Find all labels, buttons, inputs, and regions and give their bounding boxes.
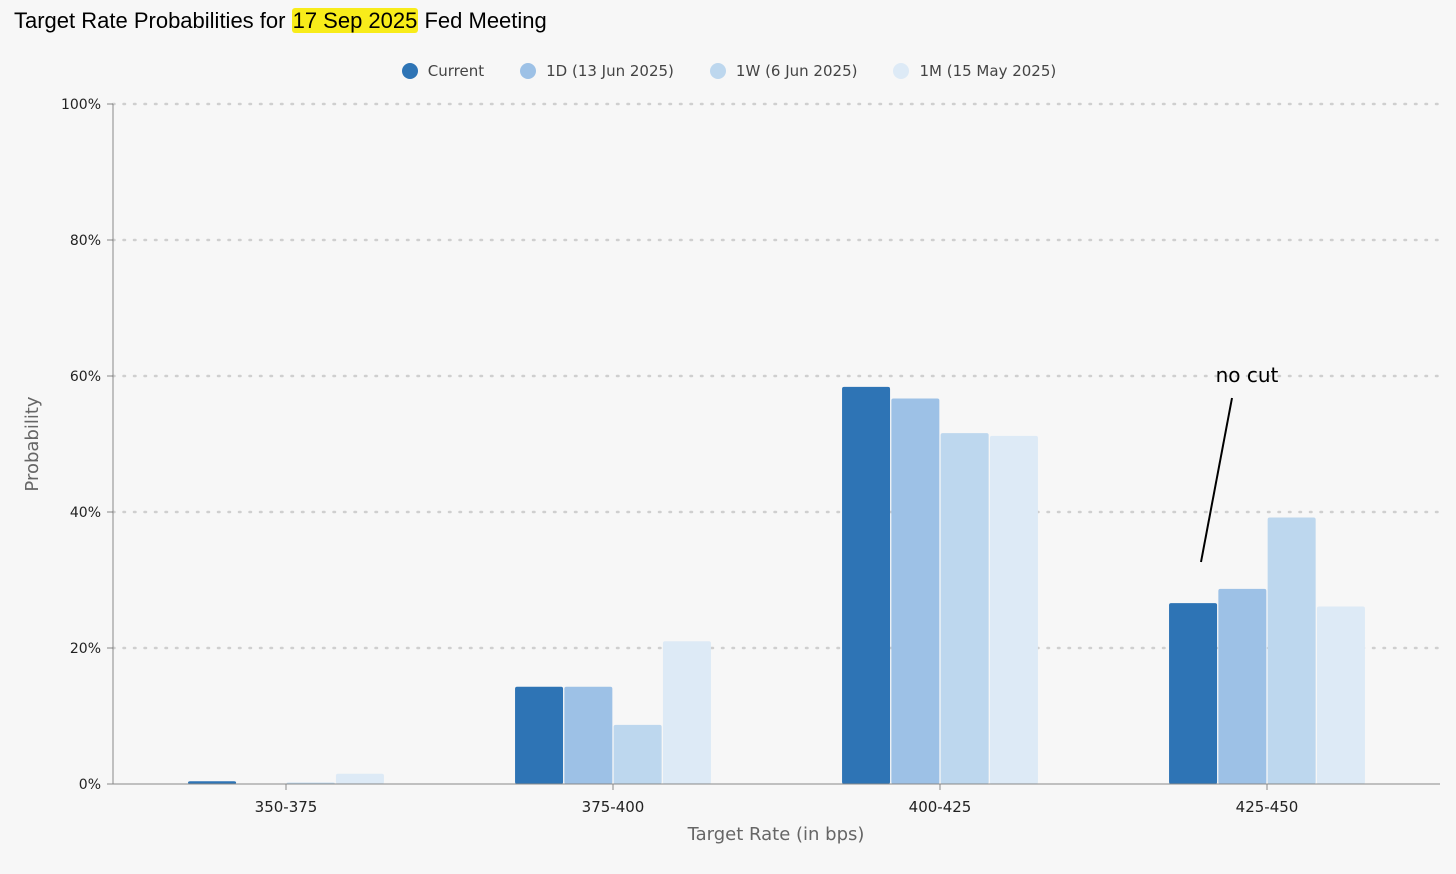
bar-350-375-series-3[interactable] xyxy=(335,773,384,784)
x-axis-title: Target Rate (in bps) xyxy=(687,824,865,845)
legend-item-3[interactable]: 1M (15 May 2025) xyxy=(893,62,1056,80)
bar-375-400-series-2[interactable] xyxy=(613,724,662,784)
annotation-group: no cut xyxy=(1200,363,1279,563)
legend-item-0[interactable]: Current xyxy=(401,62,485,80)
y-tick-label-60: 60% xyxy=(70,369,101,385)
bar-375-400-series-1[interactable] xyxy=(564,686,613,784)
bar-425-450-series-3[interactable] xyxy=(1316,606,1365,784)
legend-swatch-0 xyxy=(401,63,418,79)
legend-swatch-3 xyxy=(893,63,910,79)
x-tick-label-400-425: 400-425 xyxy=(909,798,972,816)
legend-label-0: Current xyxy=(427,62,485,80)
title-highlight: 17 Sep 2025 xyxy=(291,8,419,33)
gridlines xyxy=(111,102,1442,650)
y-axis-ticks: 0% 20% 40% 60% 80% 100% xyxy=(61,97,113,793)
title-suffix: Fed Meeting xyxy=(418,8,547,33)
chart-title: Target Rate Probabilities for 17 Sep 202… xyxy=(14,8,547,34)
y-tick-label-0: 0% xyxy=(79,777,101,793)
bar-350-375-series-0[interactable] xyxy=(188,781,237,784)
x-axis-ticks: 350-375 375-400 400-425 425-450 xyxy=(255,784,1299,816)
y-tick-label-40: 40% xyxy=(70,505,101,521)
annotation-no-cut: no cut xyxy=(1216,363,1279,387)
bar-400-425-series-1[interactable] xyxy=(891,398,940,784)
bar-425-450-series-2[interactable] xyxy=(1267,517,1316,784)
y-tick-label-20: 20% xyxy=(70,641,101,657)
legend-item-2[interactable]: 1W (6 Jun 2025) xyxy=(709,62,858,80)
legend-label-3: 1M (15 May 2025) xyxy=(919,62,1057,80)
bar-400-425-series-2[interactable] xyxy=(940,433,989,784)
legend: Current 1D (13 Jun 2025) 1W (6 Jun 2025) 1M… xyxy=(0,62,1456,80)
legend-label-1: 1D (13 Jun 2025) xyxy=(546,62,674,80)
bar-400-425-series-3[interactable] xyxy=(989,435,1038,784)
legend-label-2: 1W (6 Jun 2025) xyxy=(735,62,858,80)
legend-swatch-2 xyxy=(709,63,726,79)
bars xyxy=(188,386,1365,784)
bar-425-450-series-1[interactable] xyxy=(1218,588,1267,784)
title-prefix: Target Rate Probabilities for xyxy=(14,8,292,33)
legend-item-1[interactable]: 1D (13 Jun 2025) xyxy=(520,62,674,80)
x-tick-label-375-400: 375-400 xyxy=(582,798,645,816)
y-axis-title: Probability xyxy=(22,396,43,491)
y-tick-label-100: 100% xyxy=(61,97,101,113)
bar-425-450-series-0[interactable] xyxy=(1169,603,1218,784)
y-tick-label-80: 80% xyxy=(70,233,101,249)
bar-400-425-series-0[interactable] xyxy=(842,386,891,784)
annotation-pointer xyxy=(1200,397,1233,563)
legend-swatch-1 xyxy=(520,63,537,79)
bar-375-400-series-3[interactable] xyxy=(662,641,711,784)
bar-375-400-series-0[interactable] xyxy=(515,686,564,784)
x-tick-label-350-375: 350-375 xyxy=(255,798,318,816)
x-tick-label-425-450: 425-450 xyxy=(1236,798,1299,816)
